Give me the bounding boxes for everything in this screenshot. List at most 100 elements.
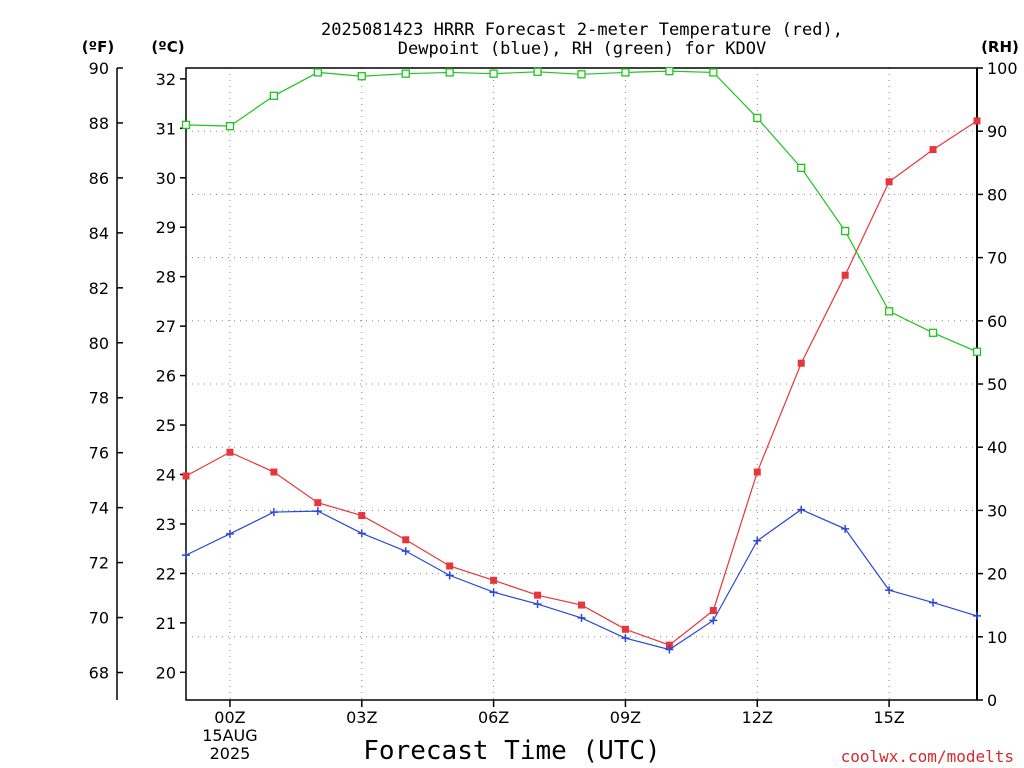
temperature-point	[578, 601, 585, 609]
celsius-unit-label: (ºC)	[151, 38, 184, 56]
celsius-tick-label: 27	[156, 317, 176, 336]
tick-labels: 20 21 22 23 24 25 26 27 28 29 30 31 32 68 70 72 74 76 78 80…	[89, 59, 1018, 763]
x-axis-title: Forecast Time (UTC)	[363, 736, 660, 766]
dewpoint-point	[929, 598, 938, 607]
dewpoint-point	[445, 571, 454, 580]
dewpoint-point	[401, 547, 410, 556]
x-tick-year-label: 2025	[210, 744, 251, 763]
rh-point	[841, 226, 850, 236]
temperature-point	[665, 641, 673, 649]
temperature-point	[314, 499, 322, 507]
rh-point	[709, 68, 718, 77]
dewpoint-point	[841, 524, 850, 533]
temperature-point	[973, 117, 981, 125]
dewpoint-point	[269, 508, 278, 517]
axes	[116, 67, 983, 707]
dewpoint-point	[489, 588, 498, 597]
x-tick-label: 03Z	[346, 708, 377, 727]
fahrenheit-tick-label: 68	[89, 664, 109, 683]
rh-unit-label: (RH)	[981, 38, 1019, 56]
celsius-tick-label: 23	[156, 515, 176, 534]
fahrenheit-unit-label: (ºF)	[82, 38, 114, 56]
temperature-point	[270, 468, 278, 476]
dewpoint-point	[885, 586, 894, 595]
dewpoint-point	[313, 507, 322, 516]
fahrenheit-tick-label: 88	[89, 114, 109, 133]
x-tick-label: 00Z	[214, 708, 245, 727]
temperature-point	[402, 536, 410, 544]
celsius-tick-label: 24	[156, 465, 176, 484]
fahrenheit-tick-label: 80	[89, 334, 109, 353]
rh-point	[972, 347, 982, 356]
temperature-point	[621, 625, 629, 633]
celsius-tick-label: 25	[156, 416, 176, 435]
dewpoint-point	[709, 616, 718, 625]
fahrenheit-tick-label: 74	[89, 499, 109, 518]
rh-tick-label: 20	[987, 565, 1007, 584]
fahrenheit-tick-label: 84	[89, 224, 109, 243]
rh-tick-label: 0	[987, 691, 997, 710]
dewpoint-line	[185, 508, 978, 651]
rh-tick-label: 50	[987, 375, 1007, 394]
temperature-point	[534, 591, 542, 599]
x-tick-date-label: 15AUG	[202, 726, 257, 745]
rh-line	[185, 70, 978, 353]
x-tick-label: 12Z	[742, 708, 773, 727]
celsius-tick-label: 29	[156, 218, 176, 237]
rh-tick-label: 30	[987, 501, 1007, 520]
rh-point	[884, 307, 894, 316]
rh-tick-label: 70	[987, 249, 1007, 268]
fahrenheit-tick-label: 78	[89, 389, 109, 408]
dewpoint-point	[753, 536, 762, 545]
x-tick-label: 09Z	[610, 708, 641, 727]
temperature-point	[929, 146, 937, 154]
fahrenheit-tick-label: 82	[89, 279, 109, 298]
temperature-point	[885, 178, 893, 186]
rh-tick-label: 80	[987, 185, 1007, 204]
temperature-point	[358, 512, 366, 520]
dewpoint-point	[533, 600, 542, 609]
celsius-tick-label: 32	[156, 70, 176, 89]
celsius-tick-label: 22	[156, 564, 176, 583]
rh-point	[797, 163, 806, 173]
fahrenheit-tick-label: 72	[89, 554, 109, 573]
rh-point	[225, 121, 235, 131]
rh-point	[928, 328, 938, 337]
dewpoint-point	[973, 611, 981, 620]
dewpoint-point	[665, 645, 674, 654]
rh-tick-label: 40	[987, 438, 1007, 457]
chart-subtitle: Dewpoint (blue), RH (green) for KDOV	[398, 39, 766, 59]
dewpoint-point	[621, 634, 630, 643]
dewpoint-point	[797, 505, 806, 514]
celsius-tick-label: 20	[156, 663, 176, 682]
rh-tick-label: 100	[987, 59, 1018, 78]
x-tick-label: 15Z	[873, 708, 904, 727]
celsius-tick-label: 30	[156, 169, 176, 188]
rh-point	[665, 67, 674, 76]
celsius-tick-label: 26	[156, 367, 176, 386]
rh-point	[357, 72, 366, 81]
site-credit: coolwx.com/modelts	[841, 747, 1014, 766]
chart-title: 2025081423 HRRR Forecast 2-meter Tempera…	[321, 20, 843, 40]
rh-point	[181, 120, 191, 130]
dewpoint-point	[577, 613, 586, 622]
rh-point	[577, 70, 586, 79]
rh-point	[489, 69, 498, 78]
temperature-point	[182, 472, 190, 480]
temperature-point	[753, 468, 761, 476]
rh-tick-label: 90	[987, 122, 1007, 141]
rh-point	[401, 69, 410, 78]
rh-point	[621, 68, 630, 77]
rh-point	[313, 68, 322, 77]
temperature-point	[490, 576, 498, 584]
fahrenheit-tick-label: 70	[89, 609, 109, 628]
temperature-point	[841, 271, 849, 279]
dewpoint-point	[225, 529, 234, 538]
fahrenheit-tick-label: 76	[89, 444, 109, 463]
rh-point	[269, 91, 279, 100]
rh-tick-label: 60	[987, 312, 1007, 331]
celsius-tick-label: 28	[156, 268, 176, 287]
fahrenheit-tick-label: 90	[89, 59, 109, 78]
rh-point	[753, 113, 762, 123]
